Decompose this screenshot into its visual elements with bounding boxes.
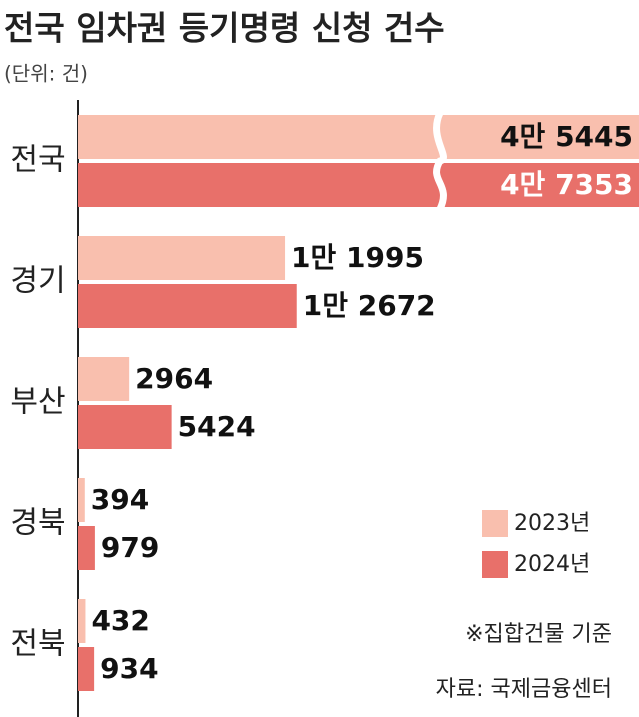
- value-label: 432: [91, 604, 149, 637]
- bar: [78, 405, 172, 449]
- bar: [78, 478, 85, 522]
- bar: [78, 163, 639, 207]
- legend-label: 2024년: [514, 552, 590, 577]
- legend-swatch: [482, 551, 508, 578]
- value-label: 4만 7353: [500, 168, 633, 201]
- value-label: 2964: [135, 362, 213, 395]
- bar: [78, 357, 130, 401]
- value-label: 1만 1995: [291, 241, 424, 274]
- category-label: 경기: [10, 264, 65, 299]
- bar: [78, 599, 86, 643]
- bar: [78, 284, 297, 328]
- source: 자료: 국제금융센터: [436, 677, 612, 702]
- bar: [78, 647, 95, 691]
- value-label: 934: [100, 652, 158, 685]
- value-label: 4만 5445: [500, 120, 633, 153]
- note: ※집합건물 기준: [465, 622, 612, 647]
- legend-swatch: [482, 510, 508, 537]
- chart-subtitle: (단위: 건): [4, 62, 88, 86]
- bar: [78, 236, 286, 280]
- value-label: 979: [101, 531, 159, 564]
- value-label: 1만 2672: [303, 289, 436, 322]
- bar: [78, 526, 95, 570]
- value-label: 394: [91, 483, 149, 516]
- category-label: 경북: [10, 506, 65, 541]
- category-label: 전북: [10, 627, 65, 662]
- bar: [78, 115, 639, 159]
- legend-label: 2023년: [514, 511, 590, 536]
- axis-break: [433, 111, 447, 211]
- category-label: 전국: [10, 143, 65, 178]
- value-label: 5424: [178, 410, 256, 443]
- category-label: 부산: [10, 385, 65, 420]
- chart-title: 전국 임차권 등기명령 신청 건수: [4, 9, 445, 48]
